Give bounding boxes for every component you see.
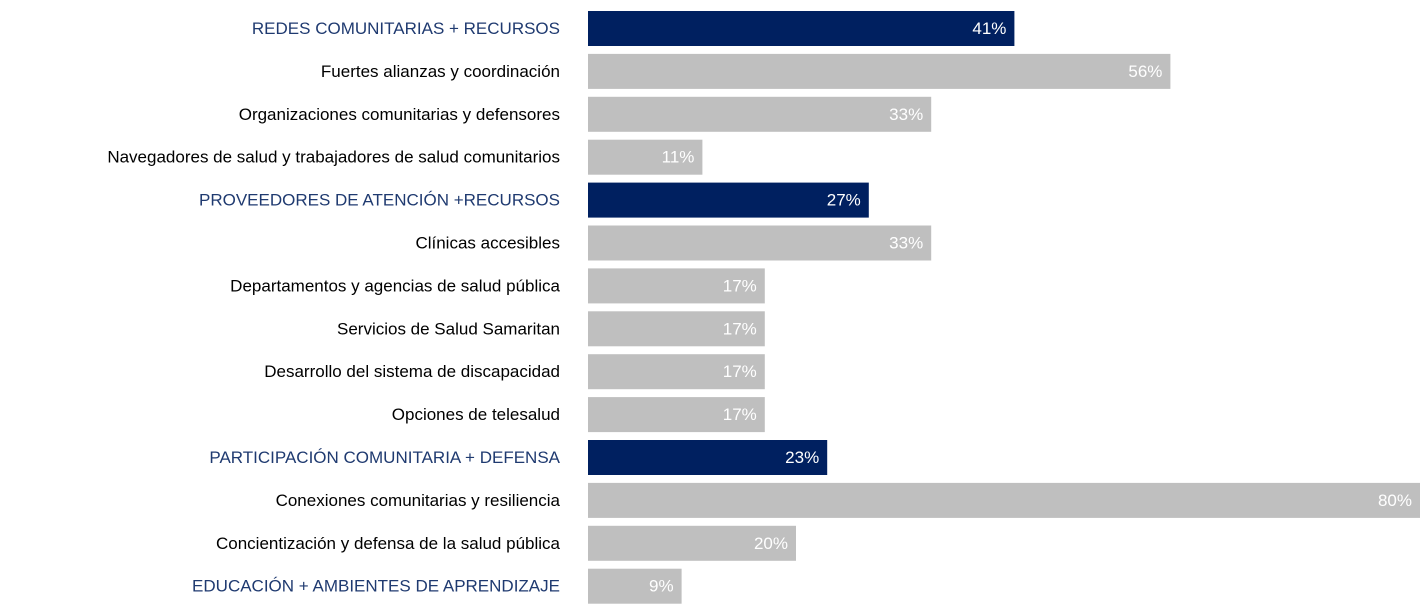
value-label: 33% (889, 105, 923, 124)
value-label: 9% (649, 577, 674, 596)
category-label: PROVEEDORES DE ATENCIÓN +RECURSOS (199, 191, 560, 210)
value-label: 27% (827, 191, 861, 210)
category-label: PARTICIPACIÓN COMUNITARIA + DEFENSA (209, 448, 560, 467)
value-label: 17% (723, 276, 757, 295)
value-label: 17% (723, 405, 757, 424)
bar (588, 311, 765, 347)
category-label: EDUCACIÓN + AMBIENTES DE APRENDIZAJE (192, 577, 560, 596)
category-label: Servicios de Salud Samaritan (337, 319, 560, 338)
bar (588, 568, 682, 604)
bar (588, 397, 765, 433)
category-label: Opciones de telesalud (392, 405, 560, 424)
value-label: 20% (754, 534, 788, 553)
bar (588, 354, 765, 390)
bar (588, 182, 869, 218)
bar (588, 53, 1171, 89)
bar (588, 139, 703, 175)
category-label: Departamentos y agencias de salud públic… (230, 276, 560, 295)
value-label: 23% (785, 448, 819, 467)
bar (588, 482, 1420, 518)
value-label: 80% (1378, 491, 1412, 510)
category-label: Conexiones comunitarias y resiliencia (276, 491, 561, 510)
bar (588, 440, 828, 475)
category-label: Fuertes alianzas y coordinación (321, 62, 560, 81)
value-label: 56% (1128, 62, 1162, 81)
category-label: Clínicas accesibles (415, 233, 560, 252)
bar (588, 96, 932, 132)
value-label: 11% (662, 148, 695, 167)
value-label: 17% (723, 319, 757, 338)
bar (588, 268, 765, 304)
category-label: REDES COMUNITARIAS + RECURSOS (252, 19, 560, 38)
value-label: 33% (889, 233, 923, 252)
value-label: 41% (972, 19, 1006, 38)
bar (588, 225, 932, 261)
category-label: Organizaciones comunitarias y defensores (239, 105, 560, 124)
category-label: Concientización y defensa de la salud pú… (216, 534, 561, 553)
category-label: Desarrollo del sistema de discapacidad (264, 362, 560, 381)
value-label: 17% (723, 362, 757, 381)
bar (588, 525, 796, 561)
category-label: Navegadores de salud y trabajadores de s… (107, 148, 560, 167)
bar (588, 11, 1015, 46)
